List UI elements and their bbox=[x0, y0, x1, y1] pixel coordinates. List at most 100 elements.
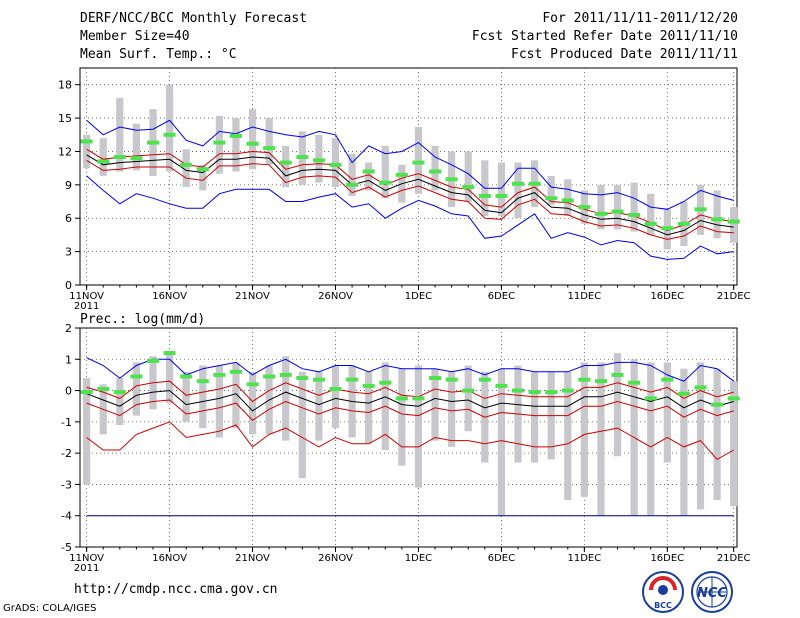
prec-forecast-bar bbox=[462, 388, 475, 393]
temp-forecast-bar bbox=[545, 196, 558, 201]
temp-forecast-bar bbox=[611, 209, 624, 214]
temp-ensemble-mean-line bbox=[86, 154, 734, 236]
prec-forecast-bar bbox=[312, 377, 325, 382]
prec-ytick-label: -3 bbox=[61, 478, 72, 491]
temp-upper-spread-line bbox=[86, 148, 734, 232]
prec-forecast-bar bbox=[412, 396, 425, 401]
temp-range-box bbox=[514, 162, 522, 219]
temp-ytick-label: 15 bbox=[58, 112, 72, 125]
prec-forecast-bar bbox=[611, 372, 624, 377]
temp-forecast-bar bbox=[196, 167, 209, 172]
prec-range-box bbox=[696, 362, 705, 510]
temp-forecast-bar bbox=[594, 211, 607, 216]
temp-ytick-label: 3 bbox=[65, 246, 72, 259]
temp-forecast-bar bbox=[379, 180, 392, 185]
temp-forecast-bar bbox=[661, 226, 674, 231]
prec-upper-spread-line bbox=[86, 380, 734, 403]
temp-forecast-bar bbox=[97, 159, 110, 164]
prec-xtick-label: 11DEC bbox=[567, 553, 601, 564]
prec-forecast-bar bbox=[445, 377, 458, 382]
prec-forecast-bar bbox=[545, 390, 558, 395]
temp-forecast-bar bbox=[246, 141, 259, 146]
prec-panel-title: Prec.: log(mm/d) bbox=[80, 312, 205, 327]
prec-forecast-bar bbox=[97, 387, 110, 392]
temp-range-box bbox=[730, 207, 738, 243]
prec-forecast-bar bbox=[80, 390, 93, 395]
prec-ytick-label: 1 bbox=[65, 353, 72, 366]
prec-range-box bbox=[464, 365, 472, 432]
prec-forecast-bar bbox=[113, 390, 126, 395]
grads-credit: GrADS: COLA/IGES bbox=[3, 603, 97, 614]
temp-range-box bbox=[83, 134, 91, 169]
prec-range-box bbox=[663, 362, 671, 463]
temp-xtick-label: 1DEC bbox=[405, 291, 432, 302]
prec-frame bbox=[79, 327, 738, 548]
prec-range-box bbox=[530, 371, 539, 463]
prec-range-box bbox=[282, 356, 290, 441]
temp-xtick-label: 26NOV bbox=[318, 291, 353, 302]
temp-forecast-bar bbox=[113, 155, 126, 160]
temp-range-box bbox=[165, 84, 174, 172]
temp-frame bbox=[79, 67, 738, 286]
prec-forecast-bar bbox=[661, 377, 674, 382]
temp-range-box bbox=[132, 123, 141, 171]
prec-range-box bbox=[497, 368, 506, 516]
prec-forecast-bar bbox=[229, 369, 242, 374]
prec-range-box bbox=[165, 353, 174, 404]
prec-forecast-bar bbox=[346, 377, 359, 382]
forecast-period: For 2011/11/11-2011/12/20 bbox=[542, 11, 738, 26]
temp-forecast-bar bbox=[628, 212, 641, 217]
temp-range-box bbox=[215, 115, 223, 174]
temp-forecast-bar bbox=[429, 169, 442, 174]
prec-ensemble-mean-line bbox=[86, 390, 734, 412]
temp-ytick-label: 6 bbox=[65, 212, 72, 225]
temp-forecast-bar bbox=[213, 140, 226, 145]
prec-range-box bbox=[564, 371, 572, 501]
temp-forecast-bar bbox=[495, 193, 508, 198]
prec-forecast-bar bbox=[263, 374, 276, 379]
prec-forecast-bar bbox=[196, 379, 209, 384]
temp-range-box bbox=[232, 118, 240, 172]
prec-range-box bbox=[182, 371, 190, 422]
temp-forecast-bar bbox=[412, 160, 425, 165]
temp-forecast-bar bbox=[346, 182, 359, 187]
temp-xtick-label: 16NOV bbox=[152, 291, 187, 302]
ncc-logo-text: NCC bbox=[697, 586, 727, 601]
prec-range-box bbox=[331, 365, 340, 429]
prec-upper-envelope-line bbox=[86, 357, 735, 382]
prec-forecast-bar bbox=[147, 358, 159, 363]
temp-range-box bbox=[248, 109, 257, 170]
prec-range-box bbox=[398, 368, 406, 466]
temp-ytick-label: 9 bbox=[65, 179, 72, 192]
prec-forecast-bar bbox=[478, 377, 491, 382]
prec-lower-spread-line bbox=[86, 399, 734, 421]
prec-range-box bbox=[215, 365, 223, 438]
prec-ytick-label: -4 bbox=[61, 510, 72, 523]
prec-ytick-label: -2 bbox=[61, 447, 72, 460]
temp-forecast-bar bbox=[445, 177, 458, 182]
temp-range-box bbox=[713, 190, 721, 239]
prec-ytick-label: 0 bbox=[65, 385, 72, 398]
prec-forecast-bar bbox=[495, 383, 508, 388]
temp-lower-envelope-line bbox=[86, 175, 734, 260]
temp-range-box bbox=[564, 179, 572, 217]
prec-forecast-bar bbox=[130, 374, 143, 379]
prec-range-box bbox=[315, 371, 323, 441]
source-url[interactable]: http://cmdp.ncc.cma.gov.cn bbox=[74, 582, 278, 597]
temp-xtick-label: 21NOV bbox=[235, 291, 270, 302]
temp-range-box bbox=[282, 145, 290, 188]
temp-forecast-bar bbox=[163, 132, 176, 137]
prec-range-box bbox=[647, 362, 655, 516]
prec-xtick-sublabel: 2011 bbox=[74, 563, 99, 574]
prec-forecast-bar bbox=[711, 402, 724, 407]
prec-forecast-bar bbox=[379, 380, 392, 385]
temp-forecast-bar bbox=[578, 205, 591, 210]
temp-ytick-label: 12 bbox=[58, 145, 72, 158]
temp-xtick-label: 11NOV bbox=[69, 291, 104, 302]
temp-range-box bbox=[414, 126, 423, 194]
temp-forecast-bar bbox=[296, 155, 309, 160]
temp-range-box bbox=[464, 151, 472, 202]
temp-forecast-bar bbox=[312, 158, 325, 163]
bcc-logo: BCC bbox=[642, 571, 684, 613]
